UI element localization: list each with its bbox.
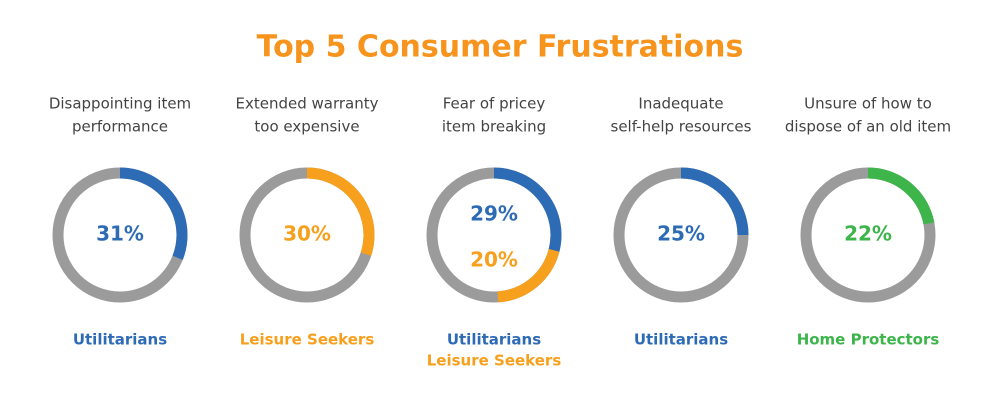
chart-title: performance — [72, 118, 168, 136]
chart-title: Extended warranty — [236, 95, 379, 113]
ring-segment — [119, 167, 188, 260]
value-label: 25% — [657, 222, 705, 246]
legend-label: Utilitarians — [73, 331, 167, 349]
value-label: 22% — [844, 222, 892, 246]
chart-title: too expensive — [254, 118, 359, 136]
ring-segment — [493, 167, 562, 252]
chart-title: Inadequate — [638, 95, 723, 113]
ring-segment — [867, 167, 935, 225]
chart-title: item breaking — [442, 118, 546, 136]
chart-title: Unsure of how to — [804, 95, 932, 113]
value-label: 20% — [470, 248, 518, 272]
chart-title: self-help resources — [611, 118, 752, 136]
main-title: Top 5 Consumer Frustrations — [257, 30, 744, 65]
ring-segment — [680, 167, 749, 236]
legend-label: Leisure Seekers — [240, 331, 375, 349]
value-label: 31% — [96, 222, 144, 246]
value-label: 29% — [470, 202, 518, 226]
legend-label: Utilitarians — [634, 331, 728, 349]
chart-title: Disappointing item — [49, 95, 191, 113]
legend-label: Home Protectors — [797, 331, 940, 349]
chart-title: dispose of an old item — [785, 118, 951, 136]
legend-label: Leisure Seekers — [427, 352, 562, 370]
chart-title: Fear of pricey — [443, 95, 546, 113]
ring-segment — [497, 248, 560, 303]
ring-segment — [306, 167, 375, 256]
legend-label: Utilitarians — [447, 331, 541, 349]
value-label: 30% — [283, 222, 331, 246]
